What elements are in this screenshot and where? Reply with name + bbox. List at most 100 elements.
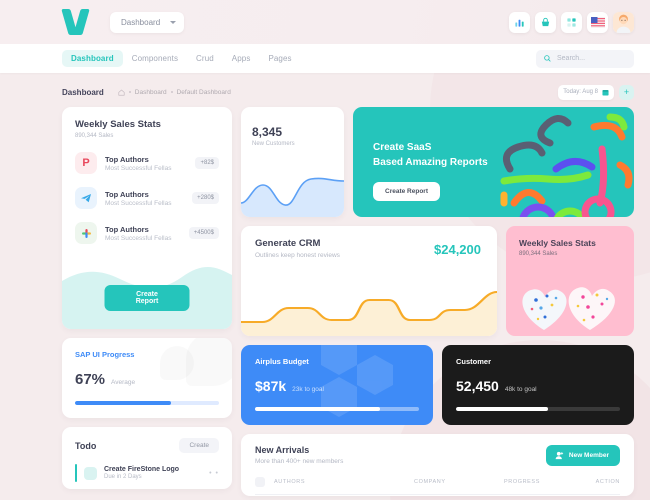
- airplus-goal: 23k to goal: [292, 386, 324, 393]
- sap-value: 67%: [75, 371, 106, 388]
- add-user-icon: [555, 451, 563, 460]
- add-widget-button[interactable]: +: [619, 84, 634, 100]
- dashboard-grid: Weekly Sales Stats 890,344 Sales P Top A…: [62, 107, 634, 496]
- customers-sparkline: [241, 177, 344, 217]
- pink-weekly-sales-card: Weekly Sales Stats 890,344 Sales: [506, 226, 634, 336]
- todo-thumbnail: [84, 466, 97, 480]
- breadcrumb-item-default-dashboard[interactable]: Default Dashboard: [176, 88, 231, 96]
- list-item[interactable]: Create FireStone Logo Due in 2 Days • •: [75, 464, 219, 482]
- airplus-value: $87k: [255, 378, 287, 394]
- customer-value: 52,450: [456, 378, 499, 394]
- customer-progress-bar: [456, 407, 620, 411]
- new-member-label: New Member: [568, 452, 609, 459]
- telegram-icon: [75, 187, 97, 209]
- nav-item-components[interactable]: Components: [131, 54, 179, 63]
- top-bar: Dashboard: [0, 0, 650, 44]
- search-icon: [544, 55, 551, 62]
- author-subtitle: Most Successful Fellas: [105, 234, 172, 242]
- list-item[interactable]: Top Authors Most Successful Fellas +280$: [75, 187, 219, 209]
- column-progress: PROGRESS: [504, 479, 540, 485]
- weekly-sales-stats-card: Weekly Sales Stats 890,344 Sales P Top A…: [62, 107, 232, 329]
- select-all-checkbox[interactable]: [255, 477, 265, 487]
- author-name: Top Authors: [105, 224, 149, 234]
- status-badge: +82$: [195, 157, 219, 169]
- today-label: Today: Aug 8: [563, 89, 598, 95]
- new-customers-card: 8,345 New Customers: [241, 107, 344, 217]
- row-metrics: Airplus Budget $87k 23k to goal Customer…: [241, 345, 634, 425]
- right-column: 8,345 New Customers: [241, 107, 634, 496]
- weekly-sales-title: Weekly Sales Stats: [75, 119, 161, 130]
- new-arrivals-card: New Arrivals More than 400+ new members …: [241, 434, 634, 496]
- todo-title: Todo: [75, 440, 97, 451]
- customer-goal: 48k to goal: [504, 386, 537, 393]
- airplus-budget-card: Airplus Budget $87k 23k to goal: [241, 345, 433, 425]
- todo-create-button[interactable]: Create: [179, 438, 219, 453]
- author-subtitle: Most Successful Fellas: [105, 199, 172, 207]
- more-options-icon[interactable]: • •: [209, 469, 219, 477]
- nav-item-apps[interactable]: Apps: [231, 54, 251, 63]
- calendar-icon: [602, 89, 609, 96]
- todo-item-title: Create FireStone Logo: [104, 466, 180, 473]
- new-arrivals-title: New Arrivals: [255, 445, 310, 455]
- app-logo[interactable]: [61, 9, 96, 35]
- list-item[interactable]: P Top Authors Most Successful Fellas +82…: [75, 152, 219, 174]
- author-name: Top Authors: [105, 154, 149, 164]
- saas-create-report-button[interactable]: Create Report: [373, 182, 440, 201]
- apps-grid-icon[interactable]: [561, 11, 582, 33]
- avatar[interactable]: [613, 11, 634, 33]
- todo-accent-bar: [75, 464, 77, 482]
- weekly-sales-subtitle: 890,344 Sales: [75, 133, 114, 139]
- column-company: COMPANY: [414, 479, 446, 485]
- crm-area-chart: [241, 291, 497, 336]
- page-content: Dashboard Dashboard Default Dashboard To…: [0, 73, 650, 496]
- airplus-title: Airplus Budget: [255, 357, 309, 366]
- search-input[interactable]: Search...: [557, 55, 586, 62]
- top-bar-actions: [509, 11, 634, 33]
- customer-card: Customer 52,450 48k to goal: [442, 345, 634, 425]
- basket-icon[interactable]: [535, 11, 556, 33]
- main-nav: Dashboard Components Crud Apps Pages Sea…: [0, 44, 650, 73]
- create-report-button[interactable]: Create Report: [104, 285, 190, 311]
- sap-label: Average: [111, 379, 136, 386]
- saas-line2: Based Amazing Reports: [373, 156, 488, 168]
- flag-icon[interactable]: [587, 11, 608, 33]
- list-item[interactable]: Top Authors Most Successful Fellas +4500…: [75, 222, 219, 244]
- author-name: Top Authors: [105, 189, 149, 199]
- airplus-progress-bar: [255, 407, 419, 411]
- new-member-button[interactable]: New Member: [545, 445, 620, 466]
- left-column: Weekly Sales Stats 890,344 Sales P Top A…: [62, 107, 232, 496]
- chevron-down-icon: [170, 20, 177, 24]
- nav-item-dashboard[interactable]: Dashboard: [62, 50, 123, 67]
- breadcrumb-item-dashboard[interactable]: Dashboard: [134, 88, 167, 96]
- crm-title: Generate CRM: [255, 238, 321, 249]
- column-action: ACTION: [595, 479, 620, 485]
- nav-item-crud[interactable]: Crud: [196, 54, 214, 63]
- status-badge: +4500$: [188, 227, 219, 239]
- sap-title: SAP UI Progress: [75, 350, 135, 359]
- breadcrumb: Dashboard Dashboard Default Dashboard To…: [62, 82, 634, 102]
- analytics-icon[interactable]: [509, 11, 530, 33]
- heart-balloons-photo: [522, 287, 615, 330]
- crm-subtitle: Outlines keep honest reviews: [255, 252, 340, 259]
- pink-card-subtitle: 890,344 Sales: [519, 251, 558, 257]
- author-subtitle: Most Successful Fellas: [105, 164, 172, 172]
- generate-crm-card: Generate CRM Outlines keep honest review…: [241, 226, 497, 336]
- new-customers-value: 8,345: [252, 125, 283, 139]
- status-badge: +280$: [192, 192, 219, 204]
- create-saas-card: Create SaaS Based Amazing Reports Create …: [353, 107, 634, 217]
- table-header: AUTHORS COMPANY PROGRESS ACTION: [255, 477, 620, 495]
- todo-item-due: Due in 2 Days: [104, 474, 142, 480]
- new-customers-label: New Customers: [252, 141, 295, 147]
- hexagon-decoration: [321, 345, 393, 417]
- page-title: Dashboard: [62, 87, 104, 97]
- search-box[interactable]: Search...: [536, 49, 634, 68]
- nav-item-pages[interactable]: Pages: [268, 54, 292, 63]
- saas-line1: Create SaaS: [373, 142, 432, 153]
- date-picker[interactable]: Today: Aug 8: [558, 84, 614, 100]
- todo-card: Todo Create Create FireStone Logo Due in…: [62, 427, 232, 489]
- sap-progress-bar: [75, 401, 219, 405]
- workspace-selector[interactable]: Dashboard: [110, 11, 185, 33]
- row-top: 8,345 New Customers: [241, 107, 634, 217]
- customer-title: Customer: [456, 357, 492, 366]
- pinterest-icon: P: [75, 152, 97, 174]
